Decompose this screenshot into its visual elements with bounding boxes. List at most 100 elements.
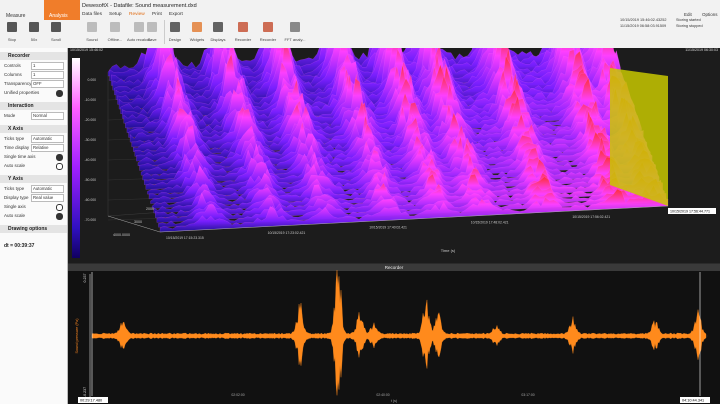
section-title: X Axis — [8, 126, 24, 132]
tool-label[interactable]: Widgets — [189, 37, 205, 42]
menu-item[interactable]: Export — [169, 12, 183, 17]
z-tick-label: -40.000 — [85, 158, 97, 162]
checkbox[interactable] — [56, 213, 63, 220]
prop-label: Display type — [4, 195, 29, 200]
section-title: Interaction — [8, 103, 34, 109]
tool-icon[interactable] — [51, 22, 61, 32]
dt-label: dt = 00:39:37 — [4, 243, 35, 249]
tool-icon[interactable] — [134, 22, 144, 32]
event-time: 10/15/2019 15:46:02.43252 — [620, 18, 667, 22]
tool-label[interactable]: Recorder — [234, 37, 252, 42]
time-tick-label: 02:40:00 — [376, 393, 389, 397]
tool-label[interactable]: 50x — [30, 37, 38, 42]
menu-item[interactable]: Print — [152, 12, 162, 17]
section-title: Drawing options — [8, 226, 48, 232]
prop-value[interactable]: 1 — [31, 62, 64, 70]
floor-edge — [159, 205, 669, 233]
color-bar — [72, 58, 80, 258]
tool-icon[interactable] — [263, 22, 273, 32]
spectrum-ridge — [147, 141, 655, 195]
prop-value[interactable]: Normal — [31, 112, 64, 120]
checkbox[interactable] — [56, 154, 63, 161]
prop-value[interactable]: Relative — [31, 144, 64, 152]
z-tick-label: -60.000 — [85, 198, 97, 202]
prop-label: Ticks type — [4, 186, 25, 191]
tool-separator — [164, 20, 165, 44]
tool-icon[interactable] — [29, 22, 39, 32]
tool-label[interactable]: Scroll — [50, 37, 61, 42]
menu-item[interactable]: Data files — [82, 12, 102, 17]
menu-item[interactable]: Review — [129, 12, 145, 17]
time-tick-label: 10/15/2019 17:15:23.315 — [166, 236, 204, 240]
y-axis-label: Sound pressure (Pa) — [75, 318, 79, 354]
freq-tick-label: 4000.0000 — [113, 233, 130, 237]
active-tab-bg — [44, 0, 80, 20]
spectrum-ridge — [144, 131, 651, 185]
spectrum-ridge — [142, 128, 649, 181]
window-title: DewesoftX - Datafile: Sound measurement.… — [82, 3, 197, 9]
tool-label[interactable]: Offline... — [107, 37, 123, 42]
spectrum-ridge — [137, 111, 644, 166]
time-tick-label: 03:17:00 — [521, 393, 534, 397]
end-bg — [680, 397, 710, 403]
z-tick-label: -30.000 — [85, 138, 97, 142]
prop-label: Unified properties — [4, 90, 40, 95]
y-max-label: 0.237 — [83, 274, 87, 283]
tool-label[interactable]: Stop — [7, 37, 17, 42]
prop-label: Columns — [4, 72, 22, 77]
tool-icon[interactable] — [7, 22, 17, 32]
end-plane — [610, 68, 668, 206]
right-button[interactable]: Edit — [684, 12, 692, 17]
start-bg — [78, 397, 108, 403]
menu-item[interactable]: Setup — [109, 12, 122, 17]
checkbox[interactable] — [56, 204, 63, 211]
tool-label[interactable]: Save — [147, 37, 157, 42]
prop-value[interactable]: OFF — [31, 80, 64, 88]
tool-icon[interactable] — [238, 22, 248, 32]
checkbox[interactable] — [56, 90, 63, 97]
waveform — [91, 269, 707, 396]
prop-value[interactable]: Real value — [31, 194, 64, 202]
tab[interactable]: Measure — [6, 13, 26, 19]
section-bg — [0, 102, 67, 110]
time-tick-label: 10/15/2019 17:56:02.421 — [572, 215, 610, 219]
tool-label[interactable]: Auto recalculate — [127, 37, 151, 42]
tool-label[interactable]: Sound — [86, 37, 98, 42]
spectrum-ridge — [148, 149, 656, 199]
end-time-bg — [668, 208, 716, 214]
prop-label: Single axis — [4, 204, 26, 209]
prop-label: Time display — [4, 145, 30, 150]
tool-icon[interactable] — [192, 22, 202, 32]
spectrum-ridge — [131, 88, 637, 147]
spectrum-ridge — [155, 176, 663, 218]
end-time: 04:10:44.341 — [682, 399, 704, 403]
prop-label: Auto scale — [4, 213, 26, 218]
z-tick-label: -10.000 — [85, 98, 97, 102]
tool-label[interactable]: Displays — [210, 37, 226, 42]
tool-icon[interactable] — [290, 22, 300, 32]
tab-active[interactable]: Analysis — [49, 13, 68, 19]
tool-label[interactable]: Recorder — [259, 37, 277, 42]
spectrum-ridge — [134, 96, 640, 157]
freq-tick-label: 3000 — [134, 220, 142, 224]
section-title: Y Axis — [8, 176, 24, 182]
prop-value[interactable]: 1 — [31, 71, 64, 79]
prop-label: Ticks type — [4, 136, 25, 141]
prop-label: Single time axis — [4, 154, 36, 159]
tool-label[interactable]: Design — [168, 37, 182, 42]
tool-icon[interactable] — [147, 22, 157, 32]
tool-label[interactable]: FFT analy... — [284, 37, 306, 42]
prop-value[interactable]: Automatic — [31, 185, 64, 193]
fft-start: 10/15/2019 15:46:02 — [70, 48, 103, 52]
checkbox[interactable] — [56, 163, 63, 170]
freq-tick-label: 2000 — [146, 207, 154, 211]
right-button[interactable]: Options — [702, 12, 718, 17]
prop-value[interactable]: Automatic — [31, 135, 64, 143]
z-tick-label: -70.000 — [85, 218, 97, 222]
tool-icon[interactable] — [110, 22, 120, 32]
tool-icon[interactable] — [170, 22, 180, 32]
tool-icon[interactable] — [213, 22, 223, 32]
section-bg — [0, 52, 67, 60]
time-tick-label: 02:02:00 — [231, 393, 244, 397]
tool-icon[interactable] — [87, 22, 97, 32]
